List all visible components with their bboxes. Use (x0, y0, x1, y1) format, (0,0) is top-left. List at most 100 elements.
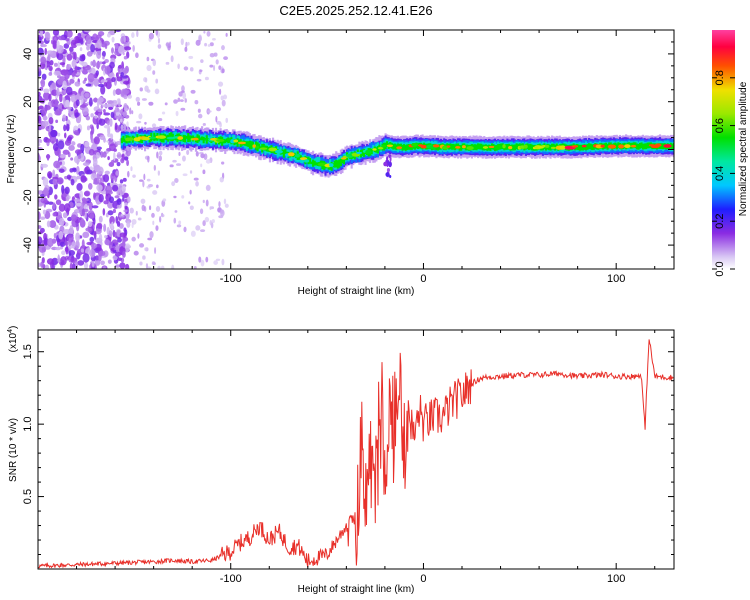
spectrogram-noise-cell (64, 203, 71, 213)
spectrogram-noise-cell (106, 100, 114, 104)
spectrogram-ridge-cell (515, 143, 518, 150)
spectrogram-peak-cell (523, 144, 528, 149)
spectrogram-noise-cell (61, 250, 66, 256)
snr-panel: -100 0 100 0.5 1.0 1.5 Height of straight lin… (7, 326, 675, 595)
spectrogram-ridge-cell (250, 141, 253, 150)
spectrogram-ridge-cell (392, 143, 395, 150)
spectrogram-noise-cell (79, 47, 83, 52)
spectrogram-noise-cell (153, 164, 156, 171)
spectrogram-noise-cell (74, 112, 80, 117)
spectrogram-ridge-cell (262, 143, 265, 151)
spectrogram-noise-cell (40, 197, 48, 204)
spectrogram-noise-cell (69, 168, 74, 173)
spectrogram-noise-cell (38, 67, 41, 72)
spectrogram-noise-cell (104, 43, 108, 50)
spectrogram-noise-cell (190, 230, 196, 237)
spectrogram-noise-cell (178, 220, 182, 225)
spectrogram-noise-cell (207, 44, 211, 47)
spectrogram-noise-cell (71, 72, 76, 77)
spectrogram-ridge-cell (185, 136, 188, 139)
y-tick-label: 0.5 (22, 489, 34, 504)
spectrogram-noise-cell (40, 163, 49, 168)
spectrogram-noise-cell (217, 81, 224, 87)
spectrogram-noise-cell (132, 45, 135, 52)
spectrogram-noise-cell (98, 250, 106, 257)
spectrogram-peak-cell (508, 145, 513, 150)
spectrogram-noise-cell (80, 175, 87, 183)
spectrogram-noise-cell (57, 35, 65, 41)
spectrogram-noise-cell (83, 262, 89, 269)
spectrogram-noise-cell (90, 242, 98, 249)
spectrogram-noise-cell (104, 238, 110, 245)
spectrogram-noise-cell (209, 53, 215, 58)
spectrogram-noise-cell (135, 52, 139, 59)
spectrogram-noise-cell (195, 39, 201, 46)
spectrogram-noise-cell (98, 193, 104, 203)
spectrogram-noise-cell (75, 99, 80, 107)
spectrogram-noise-cell (224, 203, 229, 208)
spectrogram-noise-cell (53, 70, 61, 76)
spectrogram-ridge-cell (588, 143, 591, 149)
spectrogram-noise-cell (143, 173, 146, 181)
spectrogram-noise-cell (147, 237, 153, 241)
spectrogram-noise-cell (131, 236, 136, 242)
spectrogram-noise-cell (122, 239, 126, 248)
spectrogram-ridge-cell (361, 149, 364, 156)
snr-multiplier-close: ) (8, 326, 19, 329)
snr-frame (37, 329, 675, 570)
spectrogram-noise-cell (81, 61, 88, 67)
spectrogram-noise-cell (157, 265, 161, 269)
spectrogram-noise-cell (135, 210, 138, 216)
spectrogram-noise-cell (88, 201, 93, 211)
spectrogram-noise-cell (155, 30, 158, 36)
spectrogram-noise-cell (195, 151, 199, 157)
spectrogram-noise-cell (57, 132, 61, 137)
spectrogram-noise-cell (48, 72, 53, 76)
spectrogram-noise-cell (221, 68, 225, 74)
spectrogram-noise-cell (122, 52, 125, 56)
spectrogram-ridge-cell (393, 143, 396, 150)
spectrogram-peak-cell (294, 153, 300, 158)
spectrogram-noise-cell (73, 198, 81, 202)
spectrogram-noise-cell (179, 99, 184, 102)
spectrogram-noise-cell (113, 151, 116, 162)
spectrogram-noise-cell (132, 174, 136, 178)
spectrogram-ridge-cell (190, 135, 193, 140)
spectrogram-noise-cell (221, 258, 225, 266)
spectrogram-noise-cell (120, 157, 125, 164)
spectrogram-noise-cell (90, 113, 94, 118)
spectrogram-noise-cell (123, 55, 128, 60)
spectrogram-noise-cell (389, 175, 392, 179)
spectrogram-noise-cell (219, 176, 224, 183)
spectrogram-noise-cell (125, 263, 130, 269)
spectrogram-noise-cell (102, 266, 106, 269)
spectrogram-noise-cell (140, 198, 146, 204)
spectrogram-noise-cell (170, 55, 174, 63)
spectrogram-noise-cell (87, 221, 93, 227)
spectrogram-noise-cell (218, 65, 222, 70)
spectrogram-noise-cell (58, 168, 65, 173)
spectrogram-ridge-cell (581, 144, 585, 151)
spectrogram-ridge-cell (362, 148, 366, 158)
spectrogram-noise-cell (205, 199, 209, 207)
spectrogram-noise-cell (205, 159, 211, 164)
spectrogram-noise-cell (54, 98, 59, 108)
spectrogram-ridge-cell (629, 142, 632, 149)
spectrogram-noise-cell (57, 148, 61, 158)
spectrogram-noise-cell (115, 88, 122, 95)
spectrogram-noise-cell (47, 171, 53, 179)
spectrogram-noise-cell (225, 32, 228, 37)
spectrogram-noise-cell (102, 104, 109, 108)
y-tick-label: 20 (22, 96, 34, 108)
spectrogram-noise-cell (385, 172, 390, 177)
colorbar-label: Normalized spectral amplitude (738, 81, 749, 216)
spectrogram-peak-cell (274, 149, 283, 154)
spectrogram-peak-cell (630, 144, 637, 148)
spectrogram-noise-cell (190, 89, 196, 94)
spectrogram-ridge-cell (312, 159, 315, 167)
snr-multiplier-base: (x10 (8, 332, 19, 352)
spectrogram-noise-cell (123, 35, 126, 43)
spectrogram-noise-cell (52, 176, 59, 180)
spectrogram-noise-cell (205, 256, 209, 263)
spectrogram-noise-cell (63, 229, 71, 235)
